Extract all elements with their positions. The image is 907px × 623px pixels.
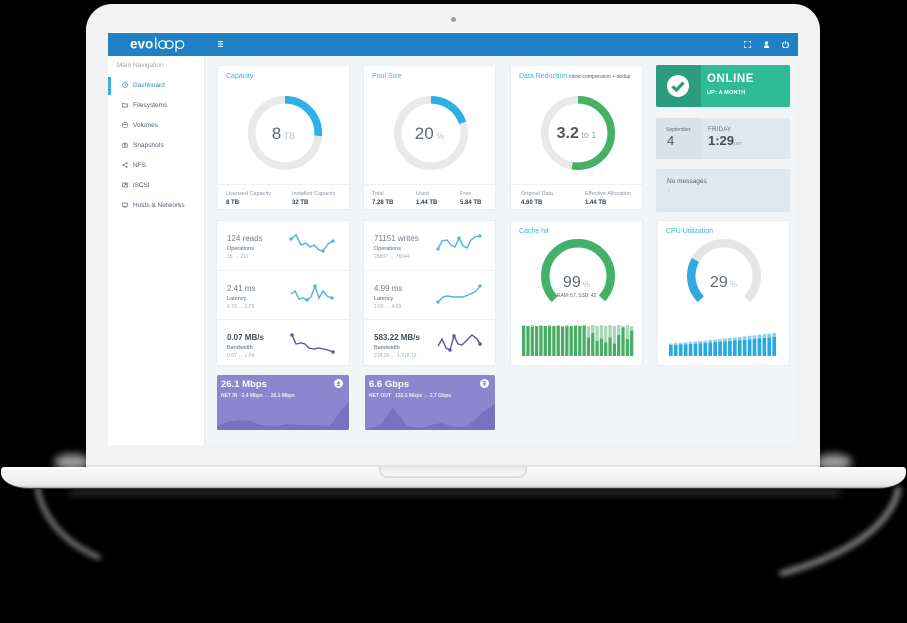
- svg-text:evo: evo: [130, 37, 153, 52]
